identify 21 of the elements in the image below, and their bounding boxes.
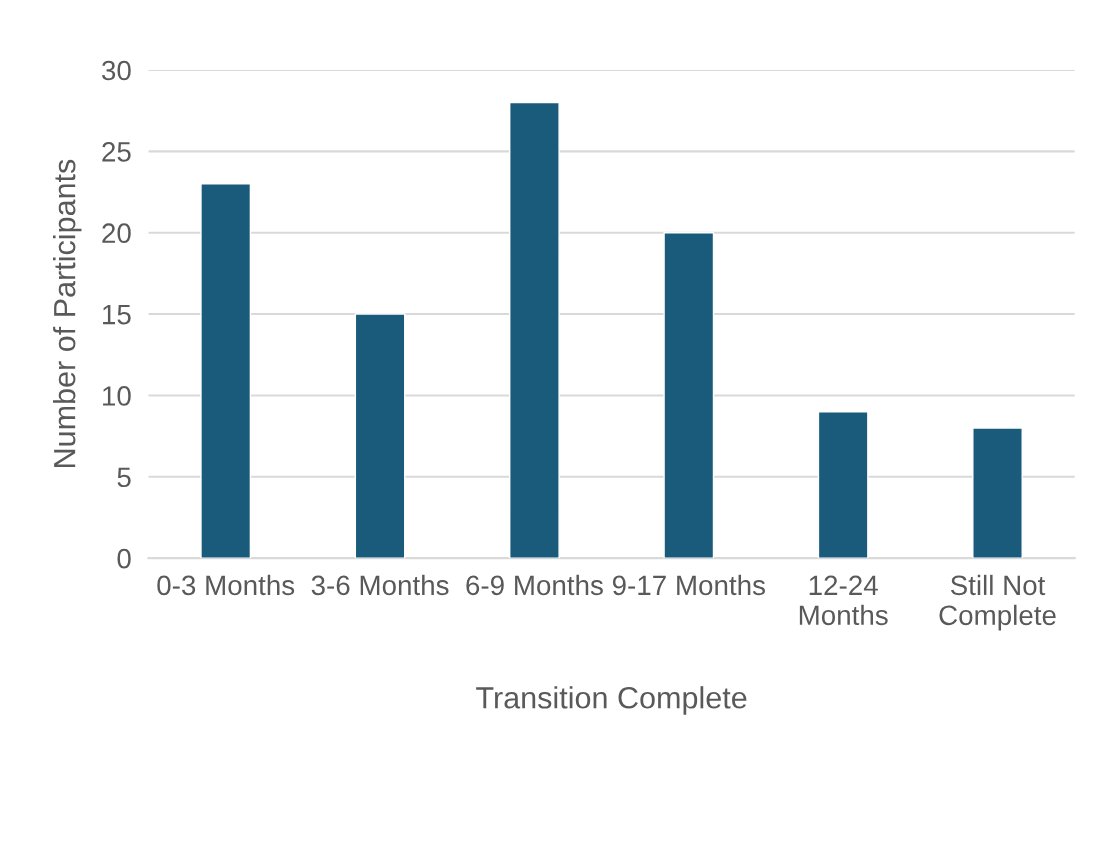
x-tick-label: 0-3 Months <box>157 574 295 596</box>
y-tick-label: 15 <box>103 305 131 325</box>
x-tick-label: 3-6 Months <box>311 574 449 596</box>
y-tick-label: 5 <box>117 467 131 488</box>
bar <box>817 411 869 559</box>
y-tick-label: 10 <box>103 386 131 406</box>
bar <box>663 232 715 559</box>
y-tick-label: 30 <box>102 60 131 81</box>
x-tick-label: Still Not Complete <box>939 574 1056 631</box>
bar <box>972 427 1023 559</box>
bar <box>509 101 560 559</box>
y-axis-title: Number of Participants <box>53 159 82 467</box>
y-tick-label: 25 <box>102 142 131 162</box>
y-tick-label: 20 <box>102 223 131 244</box>
x-tick-label: 9-17 Months <box>612 574 765 596</box>
x-tick-label: 6-9 Months <box>466 574 603 596</box>
bar <box>200 183 252 559</box>
bar <box>354 313 406 559</box>
x-tick-label: 12-24 Months <box>799 575 888 626</box>
y-tick-label: 0 <box>117 548 131 569</box>
x-axis-title: Transition Complete <box>476 686 747 715</box>
